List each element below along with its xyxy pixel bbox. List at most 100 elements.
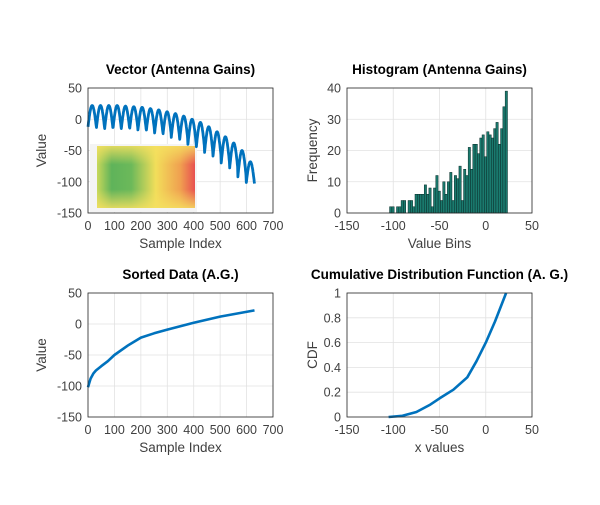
sorted-data-plot: 0 100 200 300 400 500 600 700500-50-100-150Sort… [34, 267, 283, 455]
x-tick-label: 50 [525, 219, 539, 233]
histogram-bar [423, 184, 427, 214]
histogram-bar [474, 144, 478, 214]
histogram-bar [481, 134, 485, 214]
x-tick-label: -150 [334, 423, 359, 437]
x-tick-label: 0 [482, 219, 489, 233]
axes-box [346, 87, 533, 214]
x-tick-label: -100 [381, 423, 406, 437]
histogram-bar [465, 175, 469, 214]
histogram-bar [391, 206, 395, 214]
chart-title: Vector (Antenna Gains) [106, 62, 255, 77]
x-tick-label: 0 [85, 219, 92, 233]
histogram-bar [442, 181, 446, 214]
histogram-bar [456, 178, 460, 214]
x-axis-label: Sample Index [139, 236, 222, 251]
chart-title: Sorted Data (A.G.) [122, 267, 238, 282]
y-tick-label: -100 [57, 175, 82, 189]
y-tick-label: -150 [57, 207, 82, 221]
x-tick-label: 0 [482, 423, 489, 437]
y-tick-label: 30 [327, 113, 341, 127]
histogram-bar [495, 122, 499, 214]
y-tick-label: 20 [327, 144, 341, 158]
axes-box [87, 292, 274, 418]
y-tick-label: 0 [75, 318, 82, 332]
x-tick-label: 400 [183, 423, 204, 437]
y-axis-label: Frequency [305, 118, 320, 182]
histogram-bar [472, 144, 476, 214]
histogram-bar [502, 106, 506, 214]
y-tick-label: 40 [327, 82, 341, 96]
y-tick-label: -50 [64, 349, 82, 363]
x-tick-label: 400 [183, 219, 204, 233]
histogram-bar [419, 194, 423, 214]
histogram-bar [410, 200, 413, 214]
y-tick-label: 50 [68, 287, 82, 301]
histogram-bar [417, 194, 420, 214]
x-tick-label: 600 [236, 423, 257, 437]
histogram-bar [400, 200, 404, 214]
histogram-bar [493, 128, 497, 214]
x-tick-label: 700 [263, 219, 284, 233]
histogram-bar [479, 137, 483, 214]
histogram-bar [463, 169, 467, 214]
data-series-line [86, 104, 256, 184]
histogram-bar [396, 206, 400, 214]
vector-plot: 0 100 200 300 400 500 600 700500-50-100-150Vect… [34, 62, 283, 251]
x-tick-label: 100 [104, 219, 125, 233]
histogram-bar [497, 144, 501, 214]
histogram-bar [444, 194, 448, 214]
histogram-bar [428, 187, 432, 214]
histogram-bar [433, 187, 437, 214]
histogram-bar [458, 165, 462, 214]
axes-box [346, 292, 533, 418]
histogram-bar [407, 200, 411, 214]
y-tick-label: 0.2 [324, 386, 341, 400]
x-tick-label: 700 [263, 423, 284, 437]
histogram-bar [467, 147, 471, 214]
cdf-plot: -150 -100 -50 0 50 1 0.8 0.6 0.4 0.2 0 Cumulative D… [305, 267, 568, 455]
x-tick-label: -100 [381, 219, 406, 233]
histogram-bar [403, 200, 406, 214]
y-tick-label: -150 [57, 411, 82, 425]
histogram-bar [398, 206, 402, 214]
histogram-bar [491, 137, 494, 214]
x-tick-label: -150 [334, 219, 359, 233]
x-tick-label: 300 [157, 219, 178, 233]
histogram-bar [486, 131, 490, 214]
x-tick-label: 200 [130, 219, 151, 233]
x-tick-label: 100 [104, 423, 125, 437]
histogram-bar [426, 194, 430, 214]
histogram-bar [488, 134, 492, 214]
histogram-bar [470, 169, 474, 214]
y-axis-label: CDF [305, 341, 320, 369]
x-axis-label: Sample Index [139, 440, 222, 455]
y-tick-label: 0 [75, 113, 82, 127]
histogram-bar [437, 190, 441, 214]
y-axis-label: Value [34, 338, 49, 372]
histogram-bar [421, 194, 425, 214]
y-tick-label: -50 [64, 144, 82, 158]
y-tick-label: 10 [327, 175, 341, 189]
x-tick-label: 200 [130, 423, 151, 437]
histogram-bar [449, 172, 453, 214]
data-series-line [388, 292, 508, 419]
y-tick-label: 0.4 [324, 361, 341, 375]
x-tick-label: 0 [85, 423, 92, 437]
y-tick-label: 0 [334, 207, 341, 221]
histogram-bar [389, 206, 393, 214]
histogram-bar [504, 90, 508, 214]
histogram-plot: -150 -100 -50 0 50 40 30 20 10 0 Histogram (Antenn… [305, 62, 539, 251]
x-axis-label: x values [415, 440, 465, 455]
data-series-line [86, 309, 255, 388]
histogram-bar [484, 156, 487, 214]
y-axis-label: Value [34, 134, 49, 168]
histogram-bar [454, 175, 457, 214]
histogram-bar [435, 175, 439, 214]
chart-title: Histogram (Antenna Gains) [352, 62, 527, 77]
axes-box [87, 87, 274, 214]
histogram-bar [477, 153, 480, 214]
y-tick-label: 0.8 [324, 311, 341, 325]
histogram-bar [414, 194, 418, 214]
histogram-bar [440, 200, 443, 214]
histogram-bar [451, 200, 455, 214]
